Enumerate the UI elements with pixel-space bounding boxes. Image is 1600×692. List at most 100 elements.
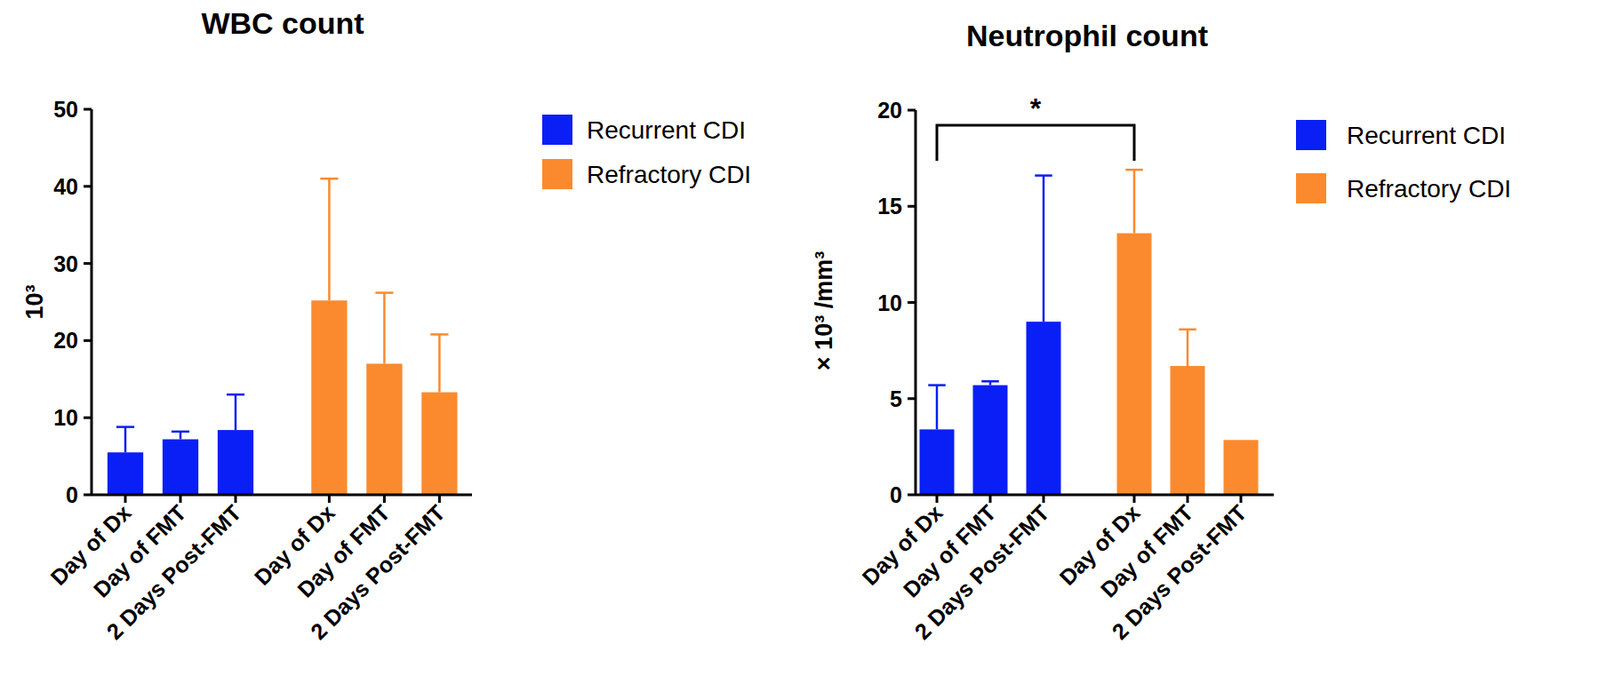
x-tick-label: 2 Days Post-FMT — [1106, 500, 1251, 645]
y-tick — [83, 494, 92, 497]
y-tick-label: 10 — [53, 405, 79, 431]
legend-swatch — [1296, 173, 1327, 204]
y-tick-label: 20 — [53, 328, 79, 353]
y-tick-label: 0 — [65, 482, 79, 508]
bar — [107, 452, 144, 496]
y-tick — [907, 397, 916, 400]
bar — [311, 300, 347, 496]
error-cap — [320, 177, 338, 181]
error-cap — [981, 380, 1000, 384]
error-bar — [226, 394, 245, 431]
error-bar — [1034, 176, 1053, 323]
chart-panel: Neutrophil count× 10³ /mm³05101520Day of… — [810, 18, 1512, 645]
error-cap — [430, 333, 448, 336]
y-tick-label: 0 — [889, 482, 903, 508]
error-stem — [936, 385, 939, 431]
error-stem — [1186, 329, 1190, 367]
y-tick-label: 5 — [889, 386, 903, 412]
y-tick — [83, 416, 92, 420]
y-tick — [83, 184, 92, 188]
bar — [366, 363, 402, 496]
x-tick — [383, 495, 386, 504]
y-tick-label: 10 — [877, 290, 903, 316]
legend-label: Refractory CDI — [1346, 175, 1512, 203]
error-bar — [320, 178, 338, 301]
y-tick-label: 15 — [877, 193, 903, 219]
x-tick — [124, 495, 128, 504]
error-bar — [116, 427, 135, 454]
bar — [1117, 233, 1152, 496]
y-tick-label: 30 — [53, 251, 79, 277]
bar — [973, 385, 1008, 496]
legend-label: Refractory CDI — [586, 160, 752, 189]
x-tick-label: 2 Days Post-FMT — [909, 500, 1054, 645]
x-tick — [328, 495, 331, 504]
y-tick — [907, 109, 916, 112]
error-bar — [171, 432, 190, 440]
error-cap — [928, 384, 946, 387]
y-tick-label: 50 — [53, 96, 79, 122]
significance-bracket — [936, 125, 1135, 161]
x-tick — [179, 495, 183, 504]
x-tick — [234, 495, 238, 504]
y-tick — [83, 262, 92, 265]
plot-area — [107, 178, 458, 496]
y-tick-label: 40 — [53, 174, 79, 200]
error-cap — [1125, 168, 1144, 172]
bar — [920, 429, 955, 496]
legend-label: Recurrent CDI — [586, 116, 746, 144]
x-tick — [438, 495, 441, 504]
error-stem — [179, 432, 183, 440]
error-bar — [1178, 329, 1197, 367]
x-tick-label: 2 Days Post-FMT — [101, 500, 246, 645]
plot-area — [920, 169, 1259, 496]
y-tick — [907, 494, 916, 497]
legend-swatch — [542, 159, 573, 190]
x-axis — [91, 494, 472, 497]
error-cap — [226, 393, 245, 397]
error-cap — [171, 431, 190, 434]
chart-canvas: WBC count10³01020304050Day of DxDay of F… — [0, 0, 1600, 692]
y-axis — [90, 109, 94, 496]
error-stem — [1042, 176, 1046, 323]
chart-panel: WBC count10³01020304050Day of DxDay of F… — [21, 6, 752, 645]
legend-label: Recurrent CDI — [1346, 121, 1506, 150]
error-bar — [981, 381, 1000, 385]
y-tick — [907, 205, 916, 208]
x-tick — [936, 495, 939, 504]
error-cap — [116, 425, 135, 429]
legend-swatch — [542, 114, 573, 145]
bar — [217, 430, 254, 496]
x-tick — [1240, 495, 1243, 504]
y-tick — [83, 339, 92, 343]
chart-title: WBC count — [200, 6, 364, 40]
error-cap — [1034, 174, 1053, 177]
error-bar — [430, 334, 448, 392]
y-tick-label: 20 — [877, 97, 903, 123]
error-stem — [383, 293, 386, 365]
bar — [1026, 321, 1062, 496]
error-bar — [928, 385, 946, 431]
bar — [421, 392, 457, 496]
error-cap — [375, 291, 393, 295]
y-axis-label: 10³ — [21, 284, 48, 320]
legend-swatch — [1296, 120, 1327, 151]
x-axis — [915, 494, 1274, 497]
x-tick — [1186, 495, 1190, 504]
error-bar — [1125, 169, 1144, 233]
x-tick — [1042, 495, 1046, 504]
chart-title: Neutrophil count — [966, 18, 1208, 53]
bar — [1224, 440, 1259, 496]
error-bar — [375, 293, 393, 365]
error-stem — [1133, 169, 1136, 233]
error-stem — [124, 427, 128, 454]
y-axis-label: × 10³ /mm³ — [810, 251, 838, 371]
y-tick — [83, 108, 92, 112]
x-tick — [989, 495, 992, 504]
y-tick — [907, 301, 916, 304]
error-stem — [328, 178, 331, 301]
error-cap — [1178, 328, 1197, 332]
x-tick-label: 2 Days Post-FMT — [305, 500, 450, 645]
error-stem — [438, 334, 441, 392]
bar — [1170, 366, 1206, 496]
